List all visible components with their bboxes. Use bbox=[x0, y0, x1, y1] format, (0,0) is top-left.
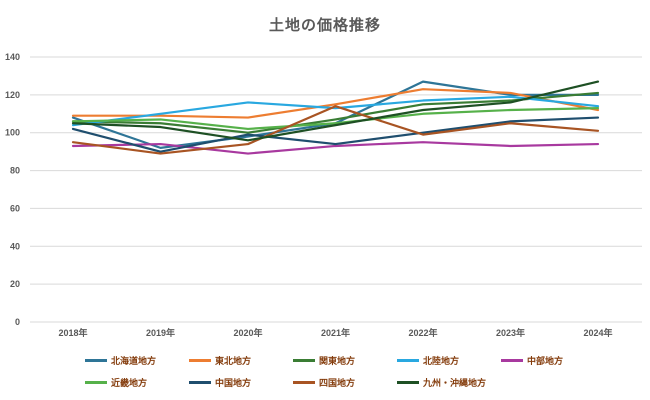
legend-swatch bbox=[189, 380, 211, 384]
legend-label: 中部地方 bbox=[527, 355, 564, 366]
y-axis-tick-label: 100 bbox=[5, 128, 20, 138]
legend-swatch bbox=[189, 358, 211, 362]
series-line bbox=[71, 88, 600, 119]
x-axis-tick-label: 2021年 bbox=[321, 327, 350, 338]
legend-swatch bbox=[293, 358, 315, 362]
legend-item: 中国地方 bbox=[189, 371, 293, 393]
legend-label: 四国地方 bbox=[319, 377, 356, 388]
legend-item: 中部地方 bbox=[501, 349, 605, 371]
series-line bbox=[71, 116, 600, 153]
series-line bbox=[71, 105, 600, 155]
legend-label: 関東地方 bbox=[319, 355, 356, 366]
y-axis-tick-label: 60 bbox=[10, 203, 20, 213]
legend-item: 関東地方 bbox=[293, 349, 397, 371]
series-line bbox=[71, 91, 600, 134]
y-axis-tick-label: 40 bbox=[10, 241, 20, 251]
legend-label: 北陸地方 bbox=[423, 355, 460, 366]
legend-item: 北陸地方 bbox=[397, 349, 501, 371]
y-axis-tick-label: 120 bbox=[5, 90, 20, 100]
legend-item: 九州・沖縄地方 bbox=[397, 371, 501, 393]
x-axis-tick-label: 2022年 bbox=[408, 327, 437, 338]
x-axis-tick-label: 2024年 bbox=[583, 327, 612, 338]
chart-legend: 北海道地方 東北地方 関東地方 北陸地方 中部地方近畿地方 中国地方 四国地方 九州・沖縄地方 bbox=[85, 349, 645, 393]
legend-label: 九州・沖縄地方 bbox=[423, 377, 487, 388]
legend-item: 東北地方 bbox=[189, 349, 293, 371]
legend-swatch bbox=[397, 380, 419, 384]
legend-item: 北海道地方 bbox=[85, 349, 189, 371]
legend-label: 中国地方 bbox=[215, 377, 252, 388]
legend-swatch bbox=[501, 358, 523, 362]
x-axis-tick-label: 2019年 bbox=[146, 327, 175, 338]
legend-swatch bbox=[397, 358, 419, 362]
x-axis-tick-label: 2023年 bbox=[496, 327, 525, 338]
series-line bbox=[71, 95, 600, 127]
legend-label: 北海道地方 bbox=[111, 355, 157, 366]
line-chart-plot: 0 20 40 60 80 100 120 140 2018年 2019年 2020年 2021年 20… bbox=[5, 52, 642, 338]
y-axis-tick-label: 80 bbox=[10, 166, 20, 176]
series-line bbox=[71, 107, 600, 131]
y-axis-tick-label: 140 bbox=[5, 52, 20, 62]
y-axis-tick-label: 20 bbox=[10, 279, 20, 289]
legend-item: 近畿地方 bbox=[85, 371, 189, 393]
legend-swatch bbox=[85, 358, 107, 362]
y-axis-tick-label: 0 bbox=[15, 317, 20, 327]
legend-swatch bbox=[293, 380, 315, 384]
chart-title: 土地の価格推移 bbox=[268, 17, 381, 34]
legend-label: 近畿地方 bbox=[111, 377, 148, 388]
x-axis-tick-label: 2020年 bbox=[233, 327, 262, 338]
legend-label: 東北地方 bbox=[215, 355, 252, 366]
series-line bbox=[71, 80, 600, 142]
series-line bbox=[71, 141, 600, 155]
legend-item: 四国地方 bbox=[293, 371, 397, 393]
legend-swatch bbox=[85, 380, 107, 384]
x-axis-tick-label: 2018年 bbox=[58, 327, 87, 338]
